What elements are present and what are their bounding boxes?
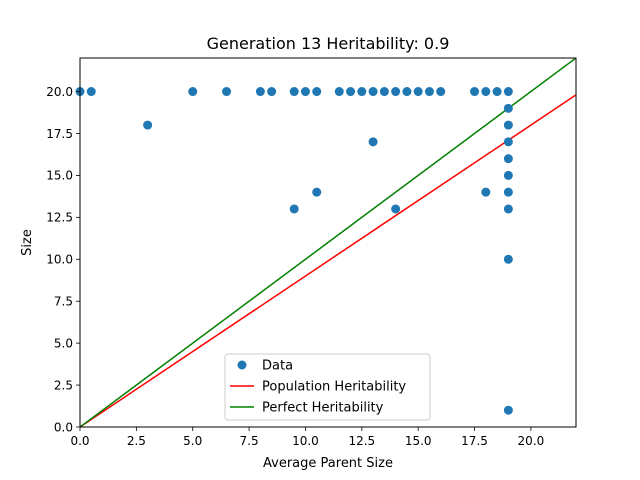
legend-label: Perfect Heritability [262, 401, 384, 416]
data-point [334, 87, 344, 97]
data-point [300, 87, 310, 97]
x-axis-label: Average Parent Size [263, 456, 393, 471]
data-point [357, 87, 367, 97]
x-tick-label: 10.0 [292, 434, 319, 448]
y-axis: 0.0 2.5 5.0 7.5 10.0 12.5 15.0 17.5 20.0 [46, 85, 80, 434]
data-point [503, 154, 513, 164]
data-point [255, 87, 265, 97]
data-point [267, 87, 277, 97]
chart-title: Generation 13 Heritability: 0.9 [207, 34, 450, 53]
y-tick-label: 2.5 [54, 378, 73, 392]
x-tick-label: 12.5 [348, 434, 375, 448]
data-point [503, 137, 513, 147]
legend: Data Population Heritability Perfect Herit… [224, 353, 431, 421]
y-axis-label: Size [20, 229, 35, 256]
legend-frame [224, 353, 431, 421]
data-point [503, 170, 513, 180]
y-tick-label: 12.5 [46, 211, 73, 225]
x-axis: 0.0 2.5 5.0 7.5 10.0 12.5 15.0 17.5 20.0 [70, 427, 544, 448]
data-point [424, 87, 434, 97]
data-point [492, 87, 502, 97]
x-tick-label: 17.5 [461, 434, 488, 448]
data-point [470, 87, 480, 97]
data-point [289, 87, 299, 97]
data-point [368, 87, 378, 97]
plot-frame [79, 57, 577, 428]
x-tick-label: 15.0 [405, 434, 432, 448]
x-tick-label: 2.5 [127, 434, 146, 448]
data-point [436, 87, 446, 97]
data-point [503, 103, 513, 113]
data-point [368, 137, 378, 147]
data-point [503, 87, 513, 97]
y-tick-label: 17.5 [46, 127, 73, 141]
data-point [503, 187, 513, 197]
data-point [289, 204, 299, 214]
y-tick-label: 15.0 [46, 169, 73, 183]
line-layer [80, 58, 576, 427]
data-point [481, 187, 491, 197]
x-tick-label: 20.0 [518, 434, 545, 448]
y-tick-label: 7.5 [54, 295, 73, 309]
heritability-line-1 [80, 94, 576, 427]
y-tick-label: 10.0 [46, 253, 73, 267]
x-tick-label: 5.0 [183, 434, 202, 448]
data-point [143, 120, 153, 130]
data-point [481, 87, 491, 97]
data-point [346, 87, 356, 97]
legend-label: Data [262, 359, 293, 374]
data-point [503, 405, 513, 415]
data-point [402, 87, 412, 97]
x-tick-label: 0.0 [70, 434, 89, 448]
data-point [503, 204, 513, 214]
y-tick-label: 5.0 [54, 336, 73, 350]
data-point [222, 87, 232, 97]
data-point [379, 87, 389, 97]
data-point [503, 120, 513, 130]
data-point [188, 87, 198, 97]
data-point [413, 87, 423, 97]
x-tick-label: 7.5 [240, 434, 259, 448]
data-point [391, 87, 401, 97]
legend-label: Population Heritability [262, 380, 406, 395]
data-point [312, 87, 322, 97]
legend-marker-data [237, 360, 247, 370]
heritability-line-2 [80, 58, 576, 427]
data-point [503, 254, 513, 264]
y-tick-label: 20.0 [46, 85, 73, 99]
y-tick-label: 0.0 [54, 420, 73, 434]
data-point [86, 87, 96, 97]
data-point [391, 204, 401, 214]
data-point [312, 187, 322, 197]
